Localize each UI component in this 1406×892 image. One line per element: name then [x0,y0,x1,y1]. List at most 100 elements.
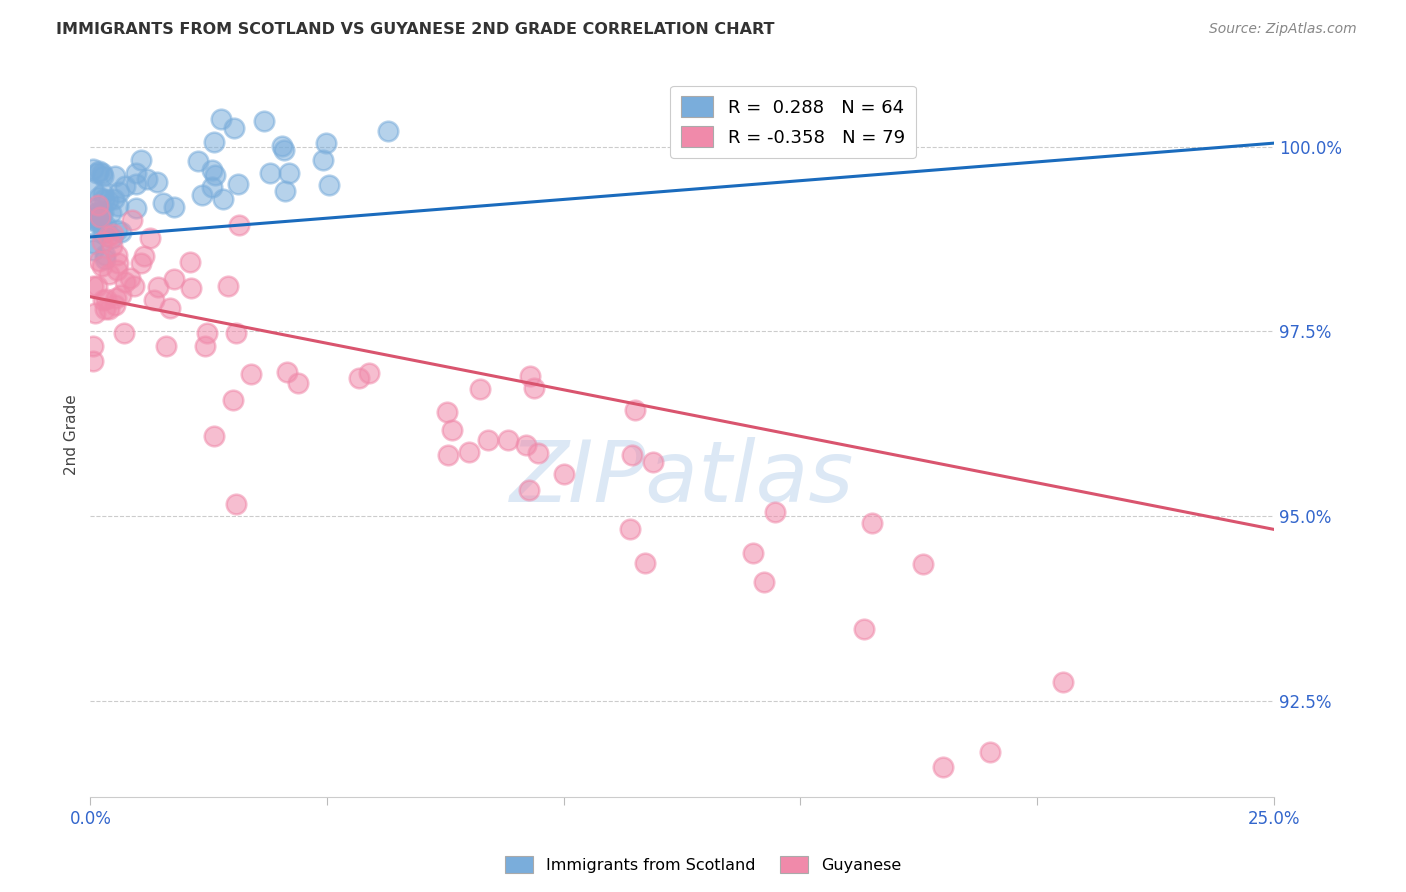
Point [82,353,104,368]
Point [287,376,309,390]
Point [860,516,883,531]
Point [437,448,460,462]
Point [752,575,775,590]
Point [114,179,136,194]
Point [97,229,120,244]
Point [931,760,953,774]
Point [86,206,108,220]
Point [979,746,1001,760]
Point [278,166,301,180]
Point [86,279,108,293]
Point [523,381,546,395]
Point [107,199,129,213]
Point [765,505,787,519]
Point [90,259,112,273]
Point [228,219,250,233]
Point [912,557,935,571]
Point [84,210,107,224]
Point [89,164,111,178]
Point [187,154,209,169]
Point [553,467,575,482]
Point [239,367,262,381]
Point [224,121,246,136]
Point [271,138,294,153]
Point [86,166,108,180]
Point [93,293,115,308]
Point [202,429,225,443]
Point [477,434,499,448]
Point [91,186,114,200]
Point [194,339,217,353]
Point [129,153,152,168]
Point [93,192,115,206]
Point [87,253,110,268]
Point [97,302,120,317]
Point [84,214,107,228]
Y-axis label: 2nd Grade: 2nd Grade [65,394,79,475]
Point [82,211,104,226]
Point [458,445,481,459]
Point [86,206,108,220]
Point [225,326,247,341]
Point [163,200,186,214]
Point [104,169,127,183]
Point [110,287,132,301]
Point [201,180,224,194]
Point [125,201,148,215]
Text: IMMIGRANTS FROM SCOTLAND VS GUYANESE 2ND GRADE CORRELATION CHART: IMMIGRANTS FROM SCOTLAND VS GUYANESE 2ND… [56,22,775,37]
Point [83,212,105,227]
Point [87,190,110,204]
Point [204,168,226,182]
Point [318,178,340,192]
Point [253,113,276,128]
Point [94,248,117,262]
Point [93,205,115,219]
Point [105,248,128,262]
Point [180,280,202,294]
Point [619,522,641,536]
Point [347,370,370,384]
Point [93,226,115,240]
Point [468,383,491,397]
Point [94,252,117,266]
Point [436,404,458,418]
Point [222,392,245,407]
Point [103,227,125,241]
Point [190,187,212,202]
Point [217,279,239,293]
Point [101,238,124,252]
Point [853,622,876,636]
Point [515,437,537,451]
Point [179,255,201,269]
Point [132,249,155,263]
Point [142,293,165,307]
Point [276,365,298,379]
Point [209,112,232,126]
Point [211,192,233,206]
Point [82,339,104,353]
Point [103,192,125,206]
Point [83,306,105,320]
Point [108,186,131,200]
Point [82,278,104,293]
Point [152,195,174,210]
Point [312,153,335,167]
Point [90,205,112,219]
Point [621,449,644,463]
Point [122,278,145,293]
Text: ZIPatlas: ZIPatlas [510,437,855,520]
Point [82,236,104,251]
Point [163,272,186,286]
Point [112,326,135,340]
Point [274,184,297,198]
Point [110,225,132,239]
Point [83,202,105,217]
Point [91,169,114,184]
Point [118,270,141,285]
Point [519,368,541,383]
Point [105,223,128,237]
Point [155,339,177,353]
Point [440,423,463,437]
Point [107,256,129,270]
Point [97,267,120,281]
